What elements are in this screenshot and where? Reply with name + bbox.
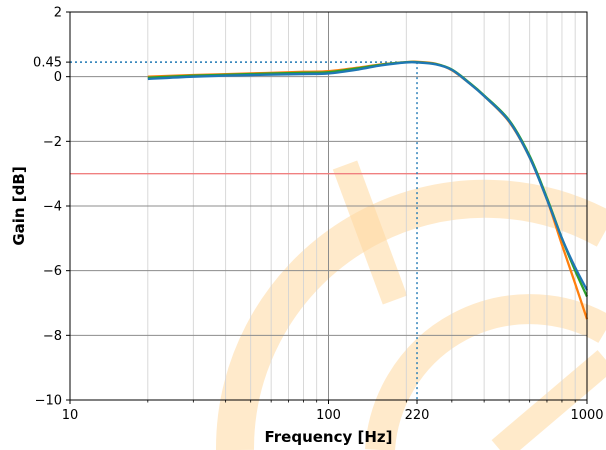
reference-lines bbox=[70, 61, 587, 400]
watermark-stroke bbox=[491, 350, 606, 450]
x-tick-label: 1000 bbox=[570, 408, 603, 423]
watermark-arc-inner bbox=[365, 294, 606, 450]
x-tick-label: 100 bbox=[316, 408, 341, 423]
y-tick-label: −8 bbox=[43, 329, 62, 344]
x-tick-label: 220 bbox=[405, 408, 430, 423]
y-tick-label: 2 bbox=[54, 6, 62, 21]
y-ticks: 2 0.450 −2 −4 −6 −8 −10 bbox=[33, 6, 70, 409]
y-tick-label: −6 bbox=[43, 264, 62, 279]
watermark bbox=[215, 160, 606, 450]
y-tick-label: −4 bbox=[43, 200, 62, 215]
y-axis-label: Gain [dB] bbox=[10, 166, 28, 245]
x-ticks: 10 100 220 1000 bbox=[62, 400, 604, 423]
series-group bbox=[147, 60, 589, 320]
series-line-3 bbox=[147, 60, 589, 291]
y-tick-label: 0 bbox=[54, 70, 62, 85]
x-axis-label: Frequency [Hz] bbox=[264, 428, 392, 446]
x-tick-label: 10 bbox=[62, 408, 79, 423]
y-tick-label: −2 bbox=[43, 135, 62, 150]
y-tick-label: 0.45 bbox=[33, 56, 62, 71]
watermark-stroke bbox=[332, 160, 408, 305]
y-tick-label: −10 bbox=[35, 394, 62, 409]
